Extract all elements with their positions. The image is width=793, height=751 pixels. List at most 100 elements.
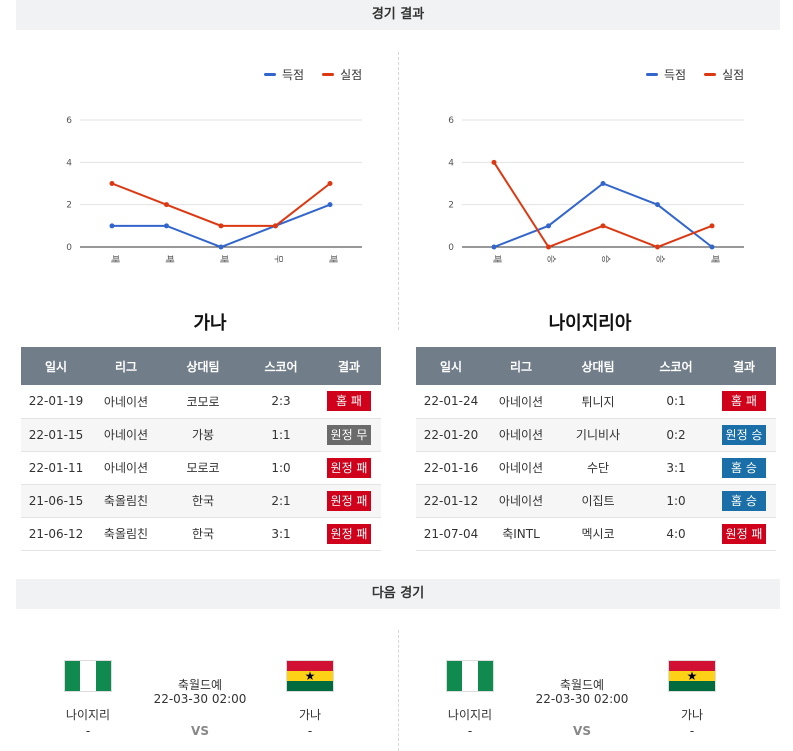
legend-conceded: 실점 bbox=[704, 66, 744, 83]
team-title-ghana: 가나 bbox=[193, 313, 227, 334]
date-cell: 21-07-04 bbox=[416, 517, 486, 551]
col-header-result: 결과 bbox=[712, 347, 776, 385]
nigeria-flag-icon bbox=[64, 660, 112, 692]
y-tick-label: 2 bbox=[448, 201, 454, 211]
data-point-scored bbox=[327, 202, 333, 208]
col-header-score: 스코어 bbox=[640, 347, 712, 385]
opponent-cell: 코모로 bbox=[161, 385, 245, 419]
table-row[interactable]: 21-06-15 축올림친 한국 2:1 원정 패 bbox=[21, 484, 381, 518]
legend-scored-label: 득점 bbox=[664, 68, 687, 82]
ghana-results-chart: 0 2 4 6 패 패 패 무 패 bbox=[0, 0, 400, 284]
next-match-card-1[interactable]: 나이지리 - 축월드예 22-03-30 02:00 VS ★ 가나 - bbox=[0, 640, 380, 750]
table-header-row: 일시 리그 상대팀 스코어 결과 bbox=[21, 347, 381, 385]
opponent-cell: 모로코 bbox=[161, 451, 245, 485]
ghana-flag-icon: ★ bbox=[668, 660, 716, 692]
table-row[interactable]: 22-01-24 아네이션 튀니지 0:1 홈 패 bbox=[416, 385, 776, 419]
date-cell: 22-01-16 bbox=[416, 451, 486, 485]
legend-conceded: 실점 bbox=[322, 66, 362, 83]
legend-swatch-conceded bbox=[322, 73, 335, 76]
nigeria-results-table: 일시 리그 상대팀 스코어 결과 22-01-24 아네이션 튀니지 0:1 홈 패 22… bbox=[416, 347, 776, 551]
data-point-conceded bbox=[709, 223, 715, 229]
result-cell: 원정 패 bbox=[317, 484, 381, 518]
nigeria-flag-icon bbox=[446, 660, 494, 692]
opponent-cell: 이집트 bbox=[556, 484, 640, 518]
date-cell: 21-06-12 bbox=[21, 517, 91, 551]
league-cell: 축올림친 bbox=[91, 484, 161, 518]
table-row[interactable]: 22-01-20 아네이션 기니비사 0:2 원정 승 bbox=[416, 418, 776, 452]
team-title-nigeria: 나이지리아 bbox=[548, 313, 632, 334]
ghana-results-table: 일시 리그 상대팀 스코어 결과 22-01-19 아네이션 코모로 2:3 홈 패 22… bbox=[21, 347, 381, 551]
y-tick-label: 0 bbox=[66, 243, 72, 253]
col-header-league: 리그 bbox=[91, 347, 161, 385]
nigeria-results-chart: 0 2 4 6 패 승 승 승 패 bbox=[0, 0, 793, 284]
date-cell: 21-06-15 bbox=[21, 484, 91, 518]
x-tick-label: 패 bbox=[709, 255, 720, 263]
x-tick-label: 패 bbox=[491, 255, 502, 263]
match-datetime: 22-03-30 02:00 bbox=[535, 692, 629, 706]
x-tick-label: 패 bbox=[327, 255, 338, 263]
league-cell: 아네이션 bbox=[91, 418, 161, 452]
x-tick-label: 패 bbox=[218, 255, 229, 263]
col-header-score: 스코어 bbox=[245, 347, 317, 385]
data-point-conceded bbox=[491, 159, 497, 165]
table-header-row: 일시 리그 상대팀 스코어 결과 bbox=[416, 347, 776, 385]
nigeria-chart-svg: 0 2 4 6 패 승 승 승 패 bbox=[448, 116, 744, 263]
legend-scored-label: 득점 bbox=[282, 68, 305, 82]
match-league: 축월드예 bbox=[559, 678, 605, 692]
y-tick-label: 2 bbox=[66, 201, 72, 211]
chart-divider bbox=[398, 52, 399, 330]
table-row[interactable]: 22-01-16 아네이션 수단 3:1 홈 승 bbox=[416, 451, 776, 485]
table-row[interactable]: 21-06-12 축올림친 한국 3:1 원정 패 bbox=[21, 517, 381, 551]
result-cell: 원정 패 bbox=[317, 517, 381, 551]
ghana-flag-icon: ★ bbox=[286, 660, 334, 692]
away-team-name: 가나 bbox=[298, 708, 322, 722]
result-badge: 원정 무 bbox=[326, 424, 372, 445]
data-point-conceded bbox=[109, 181, 115, 186]
table-row[interactable]: 22-01-11 아네이션 모로코 1:0 원정 패 bbox=[21, 451, 381, 485]
result-cell: 원정 무 bbox=[317, 418, 381, 452]
result-cell: 홈 패 bbox=[317, 385, 381, 419]
score-cell: 2:3 bbox=[245, 385, 317, 419]
away-team-name: 가나 bbox=[680, 708, 704, 722]
result-cell: 원정 패 bbox=[712, 517, 776, 551]
table-row[interactable]: 22-01-12 아네이션 이집트 1:0 홈 승 bbox=[416, 484, 776, 518]
data-point-conceded bbox=[655, 244, 660, 250]
x-tick-label: 승 bbox=[546, 255, 557, 263]
away-team-sub: - bbox=[307, 724, 313, 738]
table-row[interactable]: 21-07-04 축INTL 멕시코 4:0 원정 패 bbox=[416, 517, 776, 551]
data-point-scored bbox=[109, 223, 115, 229]
home-team-name: 나이지리 bbox=[65, 708, 111, 722]
legend-conceded-label: 실점 bbox=[340, 68, 363, 82]
star-icon: ★ bbox=[304, 669, 316, 683]
score-cell: 3:1 bbox=[245, 517, 317, 551]
table-row[interactable]: 22-01-15 아네이션 가봉 1:1 원정 무 bbox=[21, 418, 381, 452]
data-point-conceded bbox=[546, 244, 551, 250]
vs-label: VS bbox=[191, 724, 209, 738]
match-datetime: 22-03-30 02:00 bbox=[153, 692, 247, 706]
col-header-opponent: 상대팀 bbox=[161, 347, 245, 385]
table-row[interactable]: 22-01-19 아네이션 코모로 2:3 홈 패 bbox=[21, 385, 381, 419]
next-divider bbox=[398, 630, 399, 751]
col-header-date: 일시 bbox=[416, 347, 486, 385]
result-cell: 홈 패 bbox=[712, 385, 776, 419]
data-point-conceded bbox=[327, 181, 333, 186]
league-cell: 아네이션 bbox=[486, 385, 556, 419]
result-badge: 원정 패 bbox=[721, 523, 767, 544]
legend-swatch-scored bbox=[264, 73, 276, 76]
y-tick-label: 4 bbox=[66, 158, 72, 168]
next-match-card-2[interactable]: 나이지리 - 축월드예 22-03-30 02:00 VS ★ 가나 - bbox=[382, 640, 762, 750]
data-point-scored bbox=[164, 223, 169, 229]
league-cell: 아네이션 bbox=[91, 385, 161, 419]
chart-legend-2: 득점 실점 bbox=[646, 66, 744, 83]
date-cell: 22-01-19 bbox=[21, 385, 91, 419]
result-badge: 원정 패 bbox=[326, 490, 372, 511]
col-header-date: 일시 bbox=[21, 347, 91, 385]
data-point-scored bbox=[709, 244, 715, 250]
x-tick-label: 승 bbox=[655, 255, 666, 263]
data-point-conceded bbox=[600, 223, 606, 229]
opponent-cell: 튀니지 bbox=[556, 385, 640, 419]
result-cell: 원정 패 bbox=[317, 451, 381, 485]
result-badge: 원정 승 bbox=[721, 424, 767, 445]
score-cell: 1:0 bbox=[640, 484, 712, 518]
result-badge: 홈 패 bbox=[722, 391, 766, 412]
